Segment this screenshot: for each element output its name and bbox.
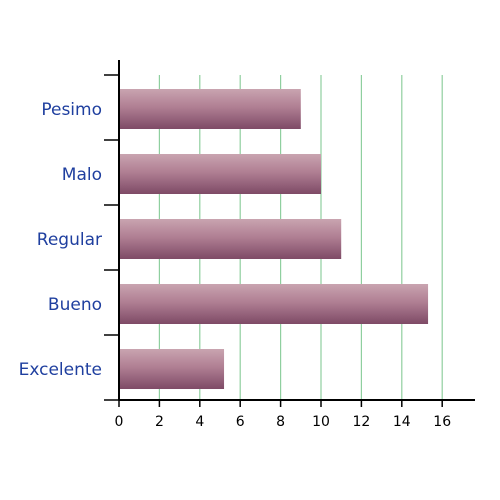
category-labels: Pesimo Malo Regular Bueno Excelente	[19, 100, 102, 380]
x-tick-label-12: 12	[352, 414, 370, 430]
x-tick-label-4: 4	[195, 414, 204, 430]
x-tick-label-10: 10	[312, 414, 330, 430]
x-tick-labels: 0 2 4 6 8 10 12 14 16	[115, 414, 452, 430]
category-label-pesimo: Pesimo	[41, 100, 102, 120]
x-tick-label-8: 8	[276, 414, 285, 430]
bar-excelente	[119, 349, 225, 389]
bars	[119, 89, 429, 389]
bar-pesimo	[119, 89, 301, 129]
bar-malo	[119, 154, 321, 194]
x-tick-label-16: 16	[433, 414, 451, 430]
x-tick-label-14: 14	[393, 414, 411, 430]
axes	[104, 60, 475, 407]
category-label-regular: Regular	[37, 230, 102, 250]
category-label-malo: Malo	[62, 165, 102, 185]
x-tick-label-2: 2	[155, 414, 164, 430]
bar-regular	[119, 219, 342, 259]
bar-bueno	[119, 284, 429, 324]
x-tick-label-0: 0	[115, 414, 124, 430]
category-label-bueno: Bueno	[48, 295, 102, 315]
category-label-excelente: Excelente	[19, 360, 102, 380]
x-tick-label-6: 6	[236, 414, 245, 430]
